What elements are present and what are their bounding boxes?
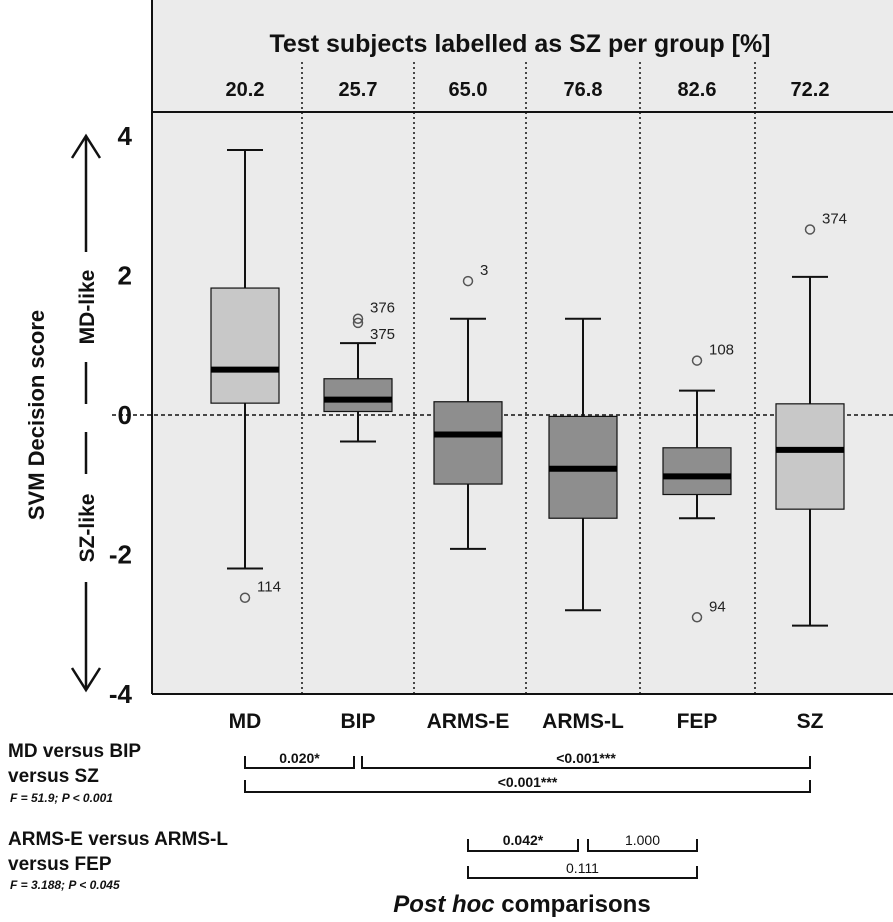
bracket-bip-sz: <0.001*** bbox=[361, 750, 811, 769]
outlier-point bbox=[462, 275, 474, 287]
bracket-label: 0.020* bbox=[279, 750, 320, 766]
iqr-box bbox=[210, 287, 280, 404]
outlier-point bbox=[804, 224, 816, 235]
box-bip: 376 375 bbox=[323, 300, 395, 443]
comparison-1-line2: versus SZ bbox=[8, 766, 99, 787]
comparison-1-stats: F = 51.9; P < 0.001 bbox=[10, 791, 113, 805]
header-band bbox=[152, 0, 893, 112]
x-tick-label: ARMS-L bbox=[542, 710, 624, 733]
bracket-label: 0.111 bbox=[566, 860, 599, 876]
comparison-group-2-labels: ARMS-E versus ARMS-L versus FEP F = 3.18… bbox=[8, 829, 228, 892]
outlier-label: 94 bbox=[709, 598, 726, 615]
comparison-2-line1: ARMS-E versus ARMS-L bbox=[8, 829, 228, 850]
bracket-line bbox=[467, 866, 698, 879]
bracket-label: 0.042* bbox=[503, 832, 544, 848]
x-tick-label: MD bbox=[229, 710, 262, 733]
bracket-line bbox=[244, 780, 811, 793]
header-value: 82.6 bbox=[678, 79, 717, 101]
md-like-arrow: MD-like bbox=[70, 133, 102, 404]
box-arms-l bbox=[548, 317, 618, 612]
comparison-1-line1: MD versus BIP bbox=[8, 741, 141, 762]
y-tick-label: 0 bbox=[118, 400, 132, 430]
bracket-armsl-fep: 1.000 bbox=[587, 832, 698, 852]
iqr-box bbox=[662, 447, 732, 496]
iqr-box bbox=[775, 403, 845, 510]
x-tick-label: BIP bbox=[340, 710, 375, 733]
header-value: 20.2 bbox=[226, 79, 265, 101]
sz-like-label: SZ-like bbox=[76, 494, 99, 563]
comparison-group-1-labels: MD versus BIP versus SZ F = 51.9; P < 0.… bbox=[8, 741, 141, 805]
bracket-md-bip: 0.020* bbox=[244, 750, 355, 769]
outlier-point bbox=[691, 355, 703, 366]
comparison-2-stats: F = 3.188; P < 0.045 bbox=[10, 878, 120, 892]
outlier-label: 108 bbox=[709, 342, 734, 359]
iqr-box bbox=[323, 378, 393, 413]
md-like-label: MD-like bbox=[76, 270, 99, 345]
header-title: Test subjects labelled as SZ per group [… bbox=[269, 30, 770, 58]
header-value: 25.7 bbox=[339, 79, 378, 101]
x-tick-label: FEP bbox=[677, 710, 718, 733]
sz-like-arrow: SZ-like bbox=[70, 432, 102, 693]
y-tick-label: -4 bbox=[109, 679, 133, 709]
outlier-label: 376 bbox=[370, 300, 395, 317]
y-tick-label: -2 bbox=[109, 540, 132, 570]
iqr-box bbox=[433, 401, 503, 485]
post-hoc-title-rest: comparisons bbox=[495, 891, 651, 918]
outlier-label: 375 bbox=[370, 326, 395, 343]
outlier-label: 114 bbox=[257, 579, 281, 596]
bracket-line bbox=[587, 839, 698, 852]
box-arms-e: 3 bbox=[433, 262, 503, 550]
bracket-label: 1.000 bbox=[625, 832, 660, 848]
bracket-line bbox=[467, 839, 579, 852]
bracket-line bbox=[244, 756, 355, 769]
y-tick-label: 2 bbox=[118, 261, 132, 291]
outlier-label: 374 bbox=[822, 210, 847, 227]
bracket-line bbox=[361, 756, 811, 769]
y-axis-label: SVM Decision score bbox=[24, 310, 49, 520]
box-md: 114 bbox=[210, 148, 281, 603]
box-sz: 374 bbox=[775, 210, 847, 627]
outlier-label: 3 bbox=[480, 262, 488, 279]
bracket-md-sz: <0.001*** bbox=[244, 774, 811, 793]
outlier-point bbox=[691, 612, 703, 623]
x-tick-label: ARMS-E bbox=[427, 710, 510, 733]
outlier-point bbox=[239, 592, 251, 603]
outlier-point bbox=[352, 313, 364, 324]
bracket-arms-e-fep: 0.111 bbox=[467, 860, 698, 879]
bracket-label: <0.001*** bbox=[556, 750, 616, 766]
x-tick-label: SZ bbox=[797, 710, 824, 733]
header-value: 65.0 bbox=[449, 79, 488, 101]
post-hoc-title-italic: Post hoc bbox=[393, 891, 494, 918]
header-value: 76.8 bbox=[564, 79, 603, 101]
y-tick-label: 4 bbox=[118, 121, 133, 151]
comparison-2-line2: versus FEP bbox=[8, 854, 112, 875]
outlier-point bbox=[352, 317, 364, 329]
box-fep: 108 94 bbox=[662, 342, 734, 623]
bracket-label: <0.001*** bbox=[498, 774, 558, 790]
bracket-armse-armsl: 0.042* bbox=[467, 832, 579, 852]
post-hoc-title: Post hoc comparisons bbox=[393, 891, 650, 918]
header-value: 72.2 bbox=[791, 79, 830, 101]
